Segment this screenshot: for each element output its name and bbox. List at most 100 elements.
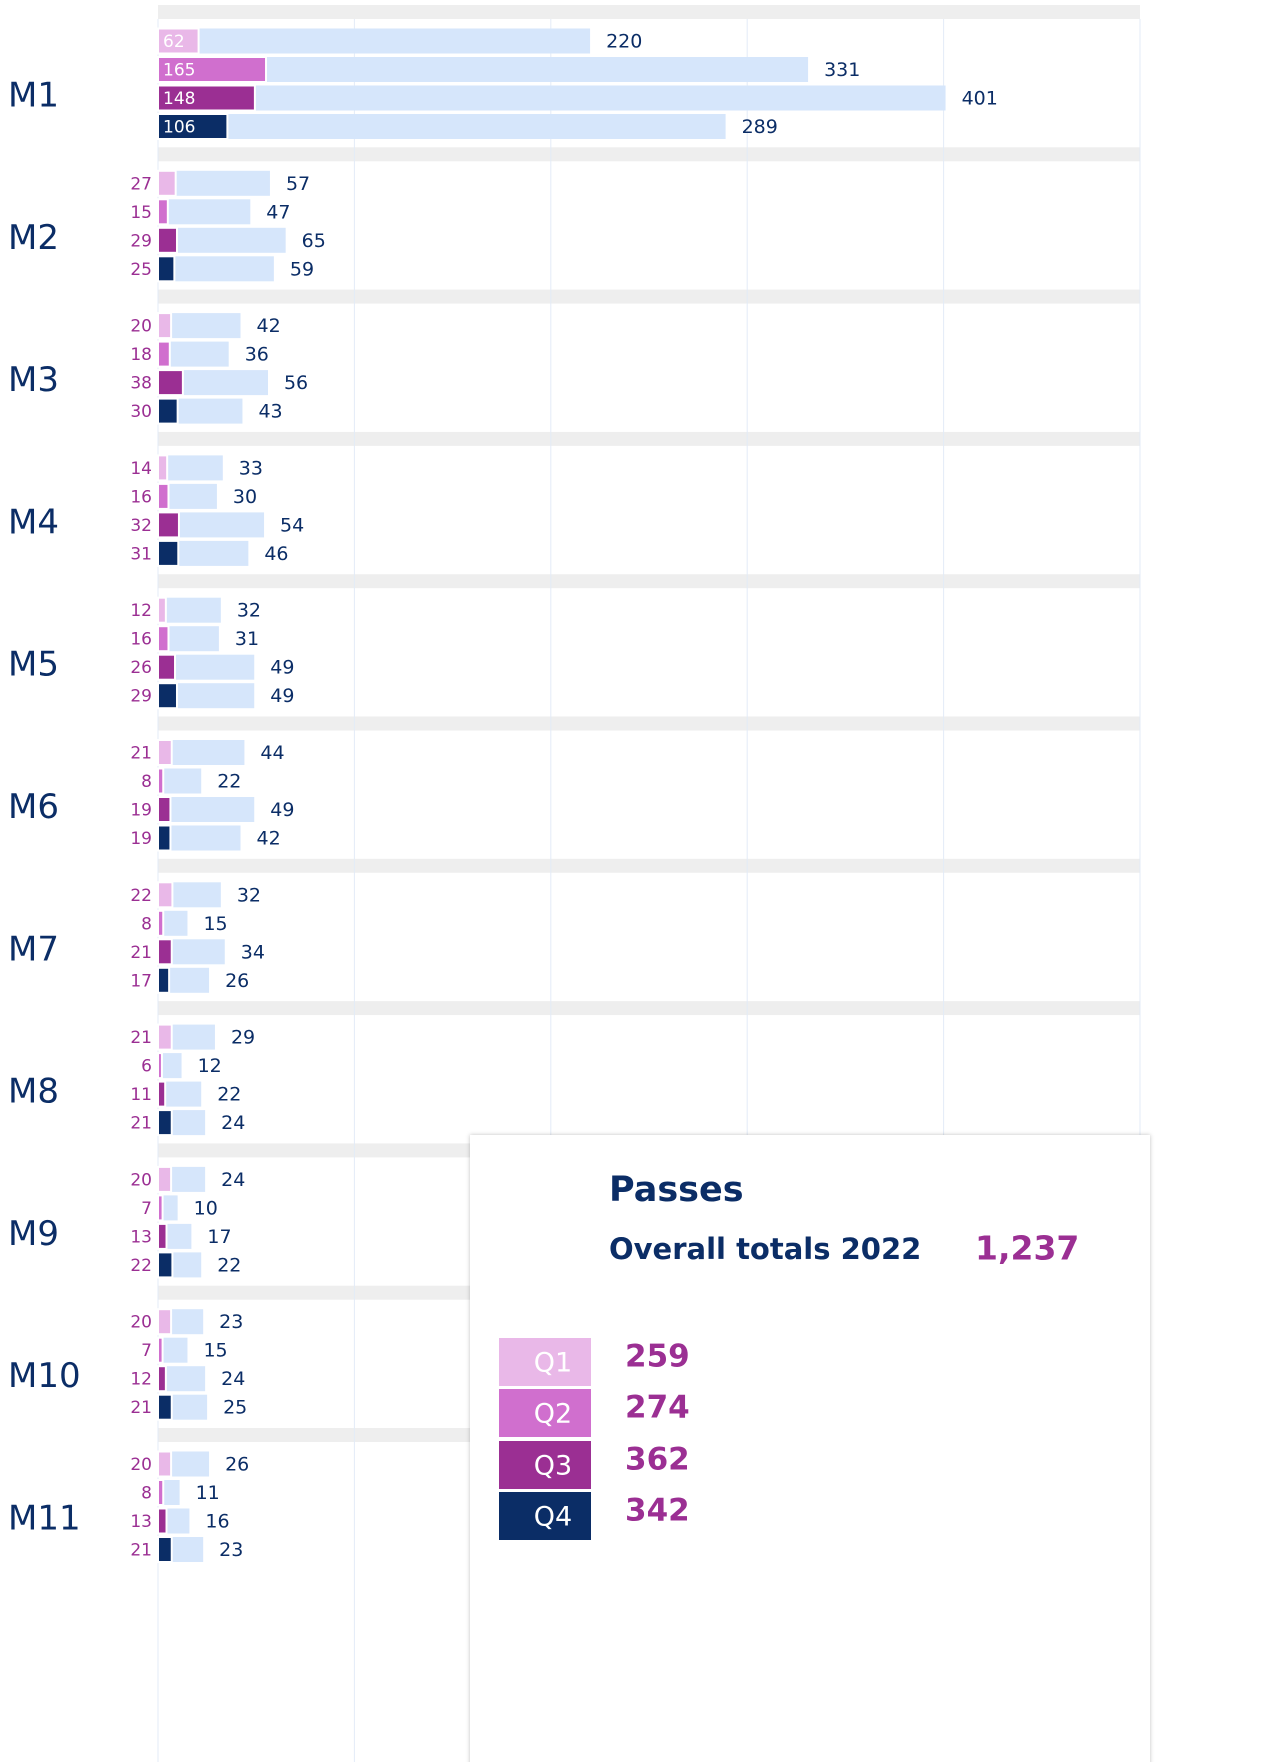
total-label: 57 <box>286 173 310 195</box>
pass-label: 27 <box>130 174 152 194</box>
pass-bar <box>157 454 169 482</box>
pass-bar <box>157 113 229 140</box>
total-label: 289 <box>742 116 778 138</box>
total-label: 59 <box>290 258 314 280</box>
group-label: M8 <box>8 1072 59 1112</box>
pass-bar <box>157 653 177 681</box>
total-label: 11 <box>196 1482 220 1504</box>
total-label: 12 <box>198 1055 222 1077</box>
total-label: 17 <box>207 1226 231 1248</box>
pass-bar <box>157 966 171 994</box>
total-bar <box>158 597 221 623</box>
legend-name: Q3 <box>534 1451 572 1482</box>
total-label: 49 <box>270 799 294 821</box>
total-label: 54 <box>280 514 304 536</box>
pass-bar <box>157 824 172 852</box>
pass-bar <box>157 767 165 795</box>
total-label: 25 <box>223 1397 247 1419</box>
pass-bar <box>157 1450 173 1478</box>
group-label: M2 <box>8 218 59 258</box>
group-label: M9 <box>8 1214 59 1254</box>
group-label: M7 <box>8 929 59 969</box>
group-separator <box>158 289 1140 304</box>
pass-label: 19 <box>130 801 152 821</box>
pass-label: 8 <box>141 914 152 934</box>
pass-label: 165 <box>163 61 195 81</box>
group-label: M10 <box>8 1356 81 1396</box>
total-bar <box>158 797 255 822</box>
pass-label: 8 <box>141 772 152 792</box>
legend-swatch <box>499 1492 591 1540</box>
pass-bar <box>157 1479 165 1506</box>
total-bar <box>158 825 241 851</box>
pass-bar <box>157 1052 163 1080</box>
pass-label: 30 <box>130 402 152 422</box>
pass-bar <box>157 340 171 368</box>
pass-bar <box>157 682 178 710</box>
legend-swatch <box>499 1338 591 1386</box>
pass-label: 26 <box>130 658 152 678</box>
pass-label: 16 <box>130 487 152 507</box>
group-label: M4 <box>8 502 59 542</box>
group-label: M11 <box>8 1499 81 1539</box>
total-bar <box>158 768 202 794</box>
total-label: 49 <box>270 657 294 679</box>
total-label: 24 <box>221 1169 245 1191</box>
pass-bar <box>157 739 173 766</box>
total-label: 401 <box>962 88 998 110</box>
pass-label: 62 <box>163 32 185 52</box>
total-label: 31 <box>235 628 259 650</box>
pass-bar <box>157 27 200 55</box>
pass-label: 21 <box>130 1398 152 1418</box>
pass-bar <box>157 312 173 340</box>
pass-label: 14 <box>130 459 152 479</box>
pass-label: 7 <box>141 1199 152 1219</box>
pass-bar <box>157 397 179 425</box>
total-label: 22 <box>217 771 241 793</box>
total-label: 42 <box>256 828 280 850</box>
pass-label: 21 <box>130 1541 152 1561</box>
legend-name: Q1 <box>534 1348 572 1379</box>
total-label: 56 <box>284 372 308 394</box>
total-label: 15 <box>203 913 227 935</box>
total-label: 46 <box>264 543 288 565</box>
total-bar <box>158 114 726 139</box>
pass-label: 11 <box>130 1085 152 1105</box>
group-separator <box>158 147 1140 162</box>
pass-bar <box>157 1536 173 1563</box>
total-bar <box>158 28 591 54</box>
total-label: 10 <box>194 1197 218 1219</box>
group-label: M1 <box>8 76 59 116</box>
pass-bar <box>157 255 176 283</box>
pass-label: 20 <box>130 1455 152 1475</box>
pass-bar <box>157 1023 173 1051</box>
pass-label: 21 <box>130 943 152 963</box>
total-label: 42 <box>256 315 280 337</box>
group-separator <box>158 1001 1140 1016</box>
pass-bar <box>157 909 165 937</box>
total-label: 44 <box>260 742 284 764</box>
pass-label: 106 <box>163 118 195 138</box>
overall-total: 1,237 <box>975 1229 1079 1268</box>
pass-label: 21 <box>130 1028 152 1048</box>
pass-bar <box>157 1194 164 1222</box>
legend-swatch <box>499 1441 591 1489</box>
pass-bar <box>157 1109 173 1137</box>
pass-bar <box>157 226 178 254</box>
total-bar <box>158 1053 182 1079</box>
pass-bar <box>157 482 170 510</box>
total-label: 220 <box>606 31 642 53</box>
total-label: 26 <box>225 1454 249 1476</box>
quarter-total: 259 <box>625 1339 690 1375</box>
pass-label: 18 <box>130 345 152 365</box>
pass-label: 6 <box>141 1057 152 1077</box>
pass-bar <box>157 369 184 397</box>
quarter-total: 362 <box>625 1442 690 1478</box>
pass-label: 31 <box>130 544 152 564</box>
quarter-total: 342 <box>625 1493 690 1529</box>
total-label: 30 <box>233 486 257 508</box>
pass-label: 12 <box>130 601 152 621</box>
pass-bar <box>157 539 180 567</box>
pass-bar <box>157 1308 173 1336</box>
